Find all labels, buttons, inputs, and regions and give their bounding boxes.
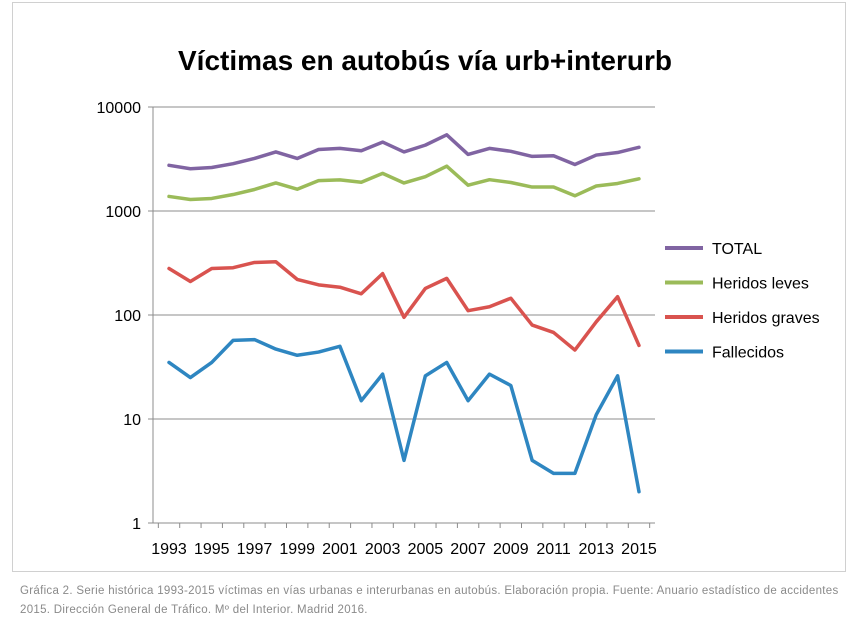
legend: TOTAL Heridos leves Heridos graves Fallecid… [665, 241, 820, 362]
y-tick-label: 100 [114, 308, 141, 325]
y-tick-label: 1000 [105, 204, 141, 221]
series-line-heridos-leves [167, 164, 641, 202]
series-lines [167, 133, 641, 494]
line-chart: Víctimas en autobús vía urb+interurb 1 10… [97, 45, 820, 558]
x-tick-label: 1995 [194, 541, 230, 558]
x-tick-label: 2011 [536, 541, 571, 558]
x-tick-label: 2003 [365, 541, 401, 558]
x-tick-label: 1993 [151, 541, 187, 558]
legend-label: TOTAL [712, 241, 762, 258]
y-tick-label: 10000 [97, 100, 142, 117]
legend-label: Heridos graves [712, 310, 820, 327]
series-line-heridos-graves [167, 260, 641, 352]
x-tick-label: 1997 [237, 541, 273, 558]
legend-label: Heridos leves [712, 276, 809, 293]
chart-frame: Víctimas en autobús vía urb+interurb 1 10… [12, 2, 846, 572]
y-tick-label: 1 [132, 516, 141, 533]
series-line-total [167, 133, 641, 171]
x-tick-label: 2015 [621, 541, 657, 558]
x-tick-label: 2009 [493, 541, 529, 558]
axes: 1 10 100 1000 10000 1993 1995 1997 1999 2001 2003 2… [97, 100, 657, 558]
gridlines [153, 106, 655, 420]
series-line-fallecidos [167, 337, 641, 494]
x-tick-label: 2013 [578, 541, 614, 558]
legend-label: Fallecidos [712, 345, 784, 362]
y-tick-label: 10 [123, 412, 141, 429]
chart-title: Víctimas en autobús vía urb+interurb [178, 45, 672, 76]
x-tick-label: 2001 [322, 541, 358, 558]
x-tick-label: 1999 [279, 541, 315, 558]
figure-caption: Gráfica 2. Serie histórica 1993-2015 víc… [20, 585, 839, 616]
x-tick-label: 2005 [408, 541, 444, 558]
x-tick-label: 2007 [450, 541, 486, 558]
